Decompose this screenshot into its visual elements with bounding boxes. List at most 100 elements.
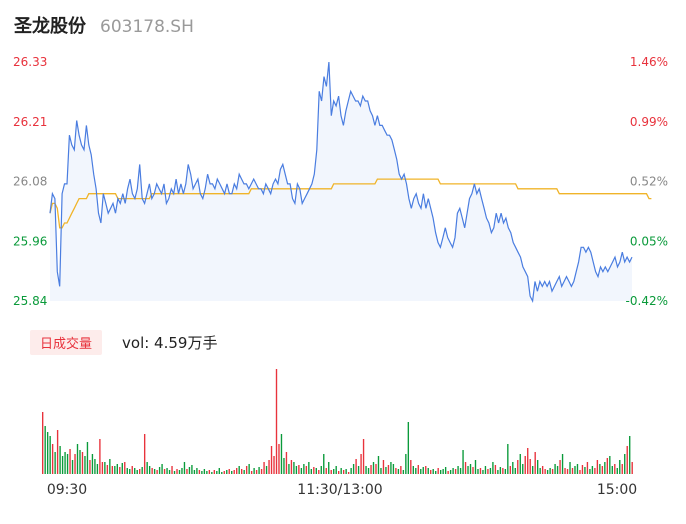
right-tick-label: 0.99%	[630, 115, 668, 129]
volume-bar	[310, 469, 313, 474]
volume-bar	[497, 470, 499, 474]
right-tick-label: 1.46%	[630, 55, 668, 69]
volume-bar	[99, 439, 101, 474]
volume-bar	[186, 469, 188, 474]
volume-bar	[134, 468, 136, 474]
volume-bar	[385, 467, 387, 474]
volume-bar	[452, 468, 454, 474]
volume-bar	[556, 466, 559, 474]
volume-bar	[492, 462, 494, 474]
volume-bar	[390, 462, 392, 474]
volume-bar	[295, 466, 298, 474]
volume-bar	[601, 466, 604, 474]
volume-bar	[579, 470, 581, 474]
volume-bar	[596, 460, 599, 474]
volume-bar	[51, 444, 54, 474]
volume-bar	[59, 446, 61, 474]
volume-bar	[124, 462, 126, 474]
volume-bar	[541, 466, 544, 474]
volume-bar	[305, 466, 308, 474]
volume-bar	[487, 469, 489, 474]
volume-bar	[494, 465, 497, 474]
volume-bar	[599, 464, 601, 474]
volume-bar	[594, 468, 596, 474]
left-tick-label: 25.96	[13, 234, 47, 248]
price-line	[49, 61, 633, 304]
volume-bar	[56, 430, 59, 474]
volume-bar	[156, 470, 158, 474]
volume-bar	[355, 459, 357, 474]
volume-chart: 09:30 11:30/13:00 15:00	[42, 369, 637, 498]
volume-bar	[293, 462, 295, 474]
volume-bar	[288, 464, 290, 474]
volume-bars	[42, 369, 633, 474]
volume-bar	[420, 469, 422, 474]
volume-bar	[624, 454, 626, 474]
right-tick-label: 0.05%	[630, 234, 668, 248]
volume-bar	[499, 467, 502, 474]
volume-bar	[273, 456, 275, 474]
volume-bar	[367, 468, 370, 474]
volume-bar	[559, 460, 561, 474]
volume-bar	[76, 444, 79, 474]
volume-bar	[188, 467, 191, 474]
volume-bar	[245, 466, 248, 474]
volume-bar	[111, 466, 114, 474]
volume-bar	[422, 467, 424, 474]
volume-bar	[323, 454, 325, 474]
volume-bar	[338, 471, 340, 474]
left-tick-label: 26.08	[13, 175, 47, 189]
volume-bar	[370, 465, 372, 474]
volume-bar	[621, 464, 623, 474]
volume-bar	[489, 468, 492, 474]
volume-value: vol: 4.59万手	[122, 334, 218, 352]
volume-bar	[352, 464, 355, 474]
volume-bar	[584, 467, 586, 474]
volume-bar	[571, 468, 574, 474]
volume-bar	[213, 470, 215, 474]
volume-bar	[193, 470, 196, 474]
volume-bar	[300, 468, 303, 474]
volume-bar	[561, 454, 564, 474]
volume-bar	[96, 464, 99, 474]
volume-bar	[46, 432, 49, 474]
volume-bar	[114, 466, 116, 474]
volume-bar	[464, 462, 467, 474]
volume-bar	[616, 468, 618, 474]
volume-bar	[109, 459, 111, 474]
volume-bar	[201, 471, 203, 474]
volume-bar	[507, 444, 509, 474]
volume-bar	[320, 466, 322, 474]
volume-bar	[415, 468, 417, 474]
volume-bar	[360, 454, 362, 474]
volume-bar	[400, 466, 402, 474]
volume-bar	[308, 462, 310, 474]
volume-bar	[444, 467, 447, 474]
volume-bar	[298, 465, 300, 474]
volume-bar	[74, 454, 76, 474]
volume-bar	[482, 470, 484, 474]
volume-bar	[233, 470, 235, 474]
volume-badge[interactable]: 日成交量	[30, 330, 103, 355]
volume-bar	[606, 458, 609, 474]
volume-bar	[459, 468, 462, 474]
volume-bar	[425, 466, 427, 474]
volume-bar	[94, 459, 96, 474]
volume-bar	[66, 454, 69, 474]
volume-bar	[280, 434, 283, 474]
volume-bar	[208, 470, 211, 474]
volume-bar	[275, 369, 278, 474]
volume-bar	[626, 446, 628, 474]
volume-bar	[270, 446, 273, 474]
volume-bar	[328, 462, 330, 474]
volume-bar	[64, 452, 66, 474]
average-price-line	[49, 178, 652, 229]
volume-bar	[148, 466, 151, 474]
volume-bar	[181, 468, 183, 474]
volume-bar	[91, 454, 94, 474]
volume-bar	[131, 466, 133, 474]
volume-bar	[529, 459, 531, 474]
volume-bar	[238, 466, 240, 474]
volume-bar	[250, 471, 253, 474]
volume-bar	[469, 464, 472, 474]
